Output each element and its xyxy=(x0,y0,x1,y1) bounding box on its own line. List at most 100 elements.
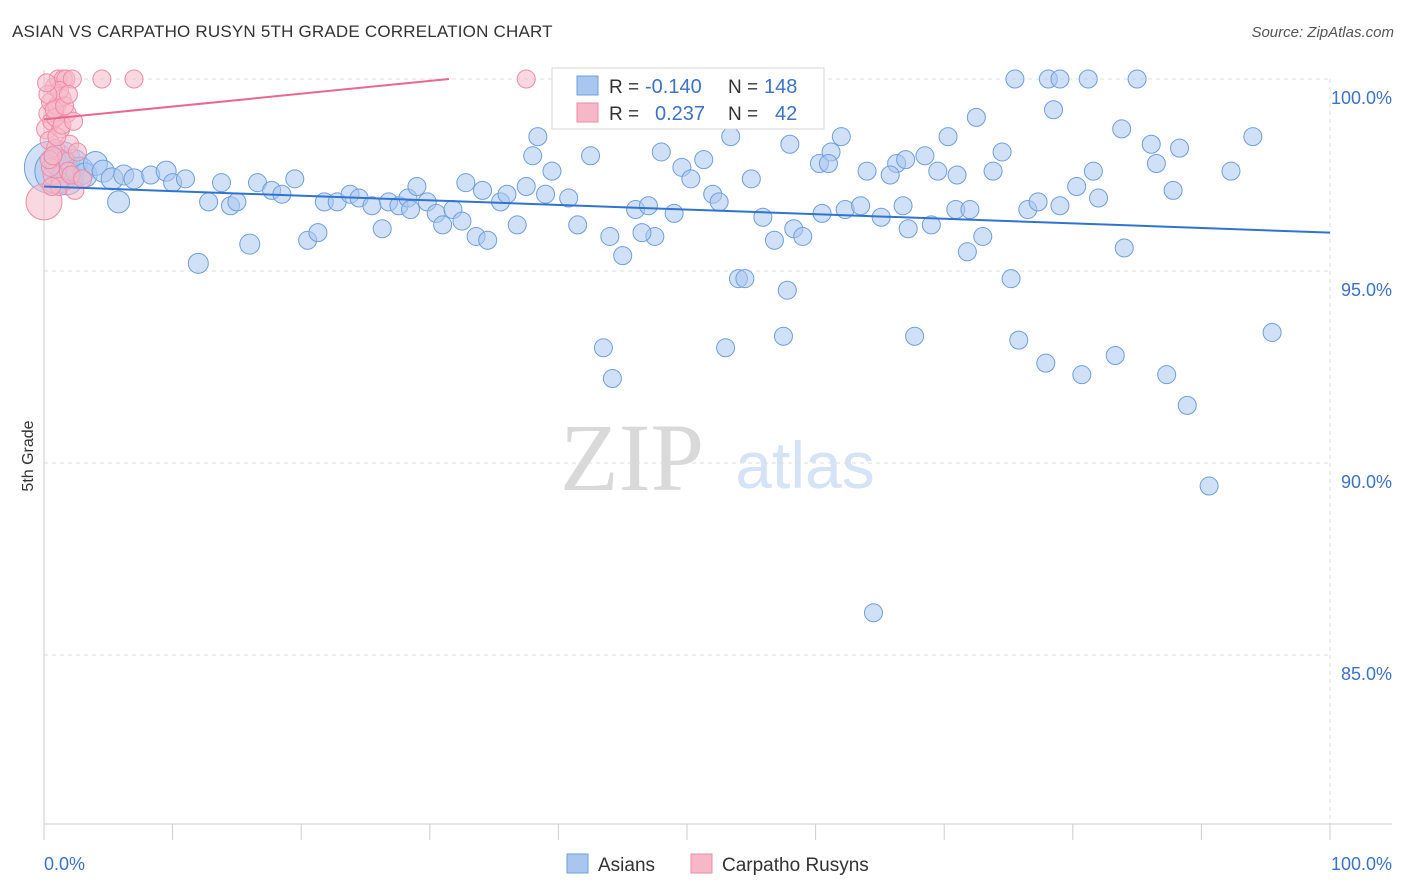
asians-point xyxy=(602,369,622,389)
legend-swatch-asians xyxy=(576,75,599,96)
asians-point xyxy=(452,211,472,231)
asians-point xyxy=(1157,365,1177,385)
asians-point xyxy=(721,127,741,147)
asians-point xyxy=(681,169,701,189)
rusyn-trend-line xyxy=(43,78,450,121)
asians-point xyxy=(542,161,562,181)
n-label-rusyns: N = xyxy=(728,104,758,125)
series-legend: Asians Carpatho Rusyns xyxy=(566,853,869,876)
asians-point xyxy=(898,219,918,239)
asians-point xyxy=(407,177,427,197)
asians-point xyxy=(308,223,328,243)
asians-point xyxy=(753,207,773,227)
asians-point xyxy=(285,169,305,189)
watermark-atlas: atlas xyxy=(735,428,874,502)
asians-point xyxy=(1078,69,1098,89)
rusyn-point xyxy=(92,69,112,89)
asians-point xyxy=(613,246,633,266)
asians-point xyxy=(780,134,800,154)
asians-point xyxy=(1127,69,1147,89)
asians-point xyxy=(199,192,219,212)
asians-point xyxy=(992,142,1012,162)
asians-point xyxy=(123,168,145,190)
asians-point xyxy=(581,146,601,166)
rusyn-point xyxy=(73,169,93,189)
asians-point xyxy=(1170,138,1190,158)
asians-point xyxy=(764,230,784,250)
asians-trend-line xyxy=(43,185,1331,234)
asians-point xyxy=(568,215,588,235)
asians-point xyxy=(497,184,517,204)
asians-point xyxy=(1083,161,1103,181)
asians-point xyxy=(857,161,877,181)
tick-labels: 100.0% 95.0% 90.0% 85.0% 0.0% 100.0% xyxy=(44,88,1392,874)
asians-point xyxy=(947,165,967,185)
bottom-legend-asians: Asians xyxy=(598,855,655,876)
x-tick-label: 100.0% xyxy=(1331,854,1392,874)
asians-point xyxy=(456,173,476,193)
data-points xyxy=(23,69,1282,623)
asians-point xyxy=(651,142,671,162)
asians-point xyxy=(1112,119,1132,139)
asians-point xyxy=(1072,365,1092,385)
r-value-asians: -0.140 xyxy=(645,76,702,98)
bottom-swatch-asians xyxy=(566,853,589,874)
asians-point xyxy=(1050,196,1070,216)
asians-point xyxy=(694,150,714,170)
bottom-swatch-rusyns xyxy=(690,853,713,874)
asians-point xyxy=(107,190,131,214)
asians-point xyxy=(632,223,652,243)
asians-point xyxy=(957,242,977,262)
stats-legend: R = -0.140 N = 148 R = 0.237 N = 42 xyxy=(551,67,825,130)
asians-point xyxy=(372,219,392,239)
asians-point xyxy=(211,173,231,193)
asians-point xyxy=(1221,161,1241,181)
asians-point xyxy=(1005,69,1025,89)
y-tick-label: 85.0% xyxy=(1341,664,1392,684)
rusyn-point xyxy=(124,69,144,89)
asians-point xyxy=(1028,192,1048,212)
asians-point xyxy=(1177,395,1197,415)
r-value-rusyns: 0.237 xyxy=(655,103,705,125)
asians-point xyxy=(1141,134,1161,154)
x-tick-label: 0.0% xyxy=(44,854,85,874)
asians-point xyxy=(1044,100,1064,120)
asians-point xyxy=(536,184,556,204)
axes xyxy=(43,70,1392,840)
asians-point xyxy=(507,215,527,235)
asians-point xyxy=(928,161,948,181)
asians-point xyxy=(896,150,916,170)
asians-point xyxy=(938,127,958,147)
asians-point xyxy=(1009,330,1029,350)
asians-point xyxy=(1001,269,1021,289)
asians-point xyxy=(401,200,421,220)
asians-point xyxy=(818,153,838,173)
asians-point xyxy=(966,107,986,127)
asians-point xyxy=(1067,177,1087,197)
asians-point xyxy=(773,326,793,346)
y-tick-label: 90.0% xyxy=(1341,472,1392,492)
asians-point xyxy=(239,233,261,255)
asians-point xyxy=(893,196,913,216)
asians-point xyxy=(921,215,941,235)
asians-point xyxy=(1262,322,1282,342)
asians-point xyxy=(638,196,658,216)
asians-point xyxy=(516,177,536,197)
asians-point xyxy=(187,252,209,274)
n-value-asians: 148 xyxy=(764,76,797,98)
asians-point xyxy=(1199,476,1219,496)
asians-point xyxy=(175,169,195,189)
rusyn-point xyxy=(58,84,78,104)
asians-point xyxy=(600,226,620,246)
asians-point xyxy=(716,338,736,358)
asians-point xyxy=(831,127,851,147)
asians-point xyxy=(905,326,925,346)
bottom-legend-rusyns: Carpatho Rusyns xyxy=(722,855,869,876)
asians-point xyxy=(915,146,935,166)
asians-point xyxy=(880,165,900,185)
asians-point xyxy=(227,192,247,212)
asians-point xyxy=(1114,238,1134,258)
asians-point xyxy=(528,127,548,147)
y-axis-label: 5th Grade xyxy=(20,420,37,491)
asians-point xyxy=(1243,127,1263,147)
